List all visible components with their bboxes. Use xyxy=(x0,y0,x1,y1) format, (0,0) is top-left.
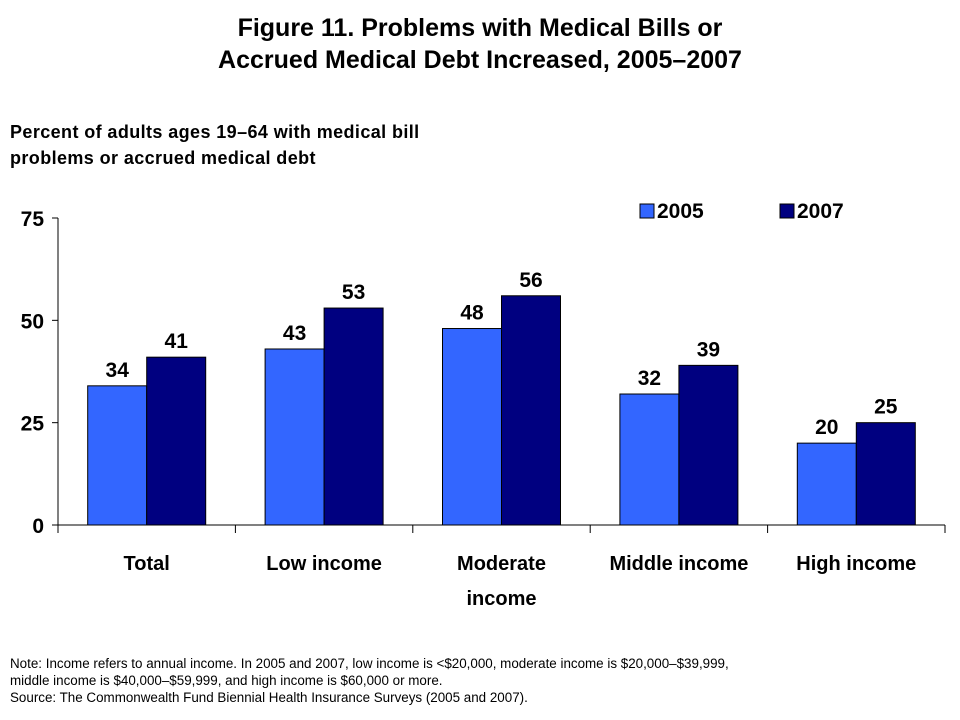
chart-note: Note: Income refers to annual income. In… xyxy=(10,655,950,706)
data-label-2005-0: 34 xyxy=(106,359,130,382)
legend-swatch-2005 xyxy=(639,203,655,219)
chart-title-line-1: Figure 11. Problems with Medical Bills o… xyxy=(237,14,723,42)
data-label-2007-4: 25 xyxy=(874,396,898,419)
data-label-2005-3: 32 xyxy=(638,367,661,390)
bar-2005-0 xyxy=(87,385,148,526)
data-label-2005-1: 43 xyxy=(283,322,306,345)
note-line-3: Source: The Commonwealth Fund Biennial H… xyxy=(10,690,528,705)
data-label-2007-1: 53 xyxy=(342,281,365,304)
note-line-2: middle income is $40,000–$59,999, and hi… xyxy=(10,673,443,688)
legend-label-2007: 2007 xyxy=(797,200,844,223)
x-tick-label-2-0: Moderate xyxy=(457,553,546,575)
chart-subtitle-line-2: problems or accrued medical debt xyxy=(10,148,316,168)
y-tick-label-25: 25 xyxy=(21,413,45,436)
bar-2007-1 xyxy=(323,307,384,526)
data-label-2007-2: 56 xyxy=(519,269,542,292)
x-tick-label-1-0: Low income xyxy=(266,553,382,575)
bar-2005-4 xyxy=(796,442,857,526)
bar-2007-2 xyxy=(501,295,561,526)
y-tick-label-75: 75 xyxy=(21,208,45,231)
x-tick-label-2-1: income xyxy=(466,588,536,610)
legend-label-2005: 2005 xyxy=(657,200,704,223)
y-tick-label-50: 50 xyxy=(21,310,44,333)
chart-title-line-2: Accrued Medical Debt Increased, 2005–200… xyxy=(218,46,742,74)
legend-swatch-2007 xyxy=(779,203,795,219)
x-tick-label-3-0: Middle income xyxy=(609,553,748,575)
y-tick-label-0: 0 xyxy=(32,515,44,538)
bar-2007-4 xyxy=(855,422,916,526)
data-label-2007-0: 41 xyxy=(165,330,189,353)
chart-subtitle-line-1: Percent of adults ages 19–64 with medica… xyxy=(10,122,420,142)
bar-2007-0 xyxy=(146,356,207,526)
x-tick-label-0-0: Total xyxy=(124,553,170,575)
bar-chart: 0 25 50 75 34 41 Total 43 53 Low income 48 56 Modera… xyxy=(21,200,946,610)
bar-2007-3 xyxy=(678,364,739,526)
chart-title: Figure 11. Problems with Medical Bills o… xyxy=(0,12,960,76)
bar-2005-3 xyxy=(619,393,680,526)
x-tick-label-4-0: High income xyxy=(796,553,916,575)
data-label-2007-3: 39 xyxy=(697,338,720,361)
bar-2005-1 xyxy=(264,348,325,526)
data-label-2005-4: 20 xyxy=(815,416,838,439)
data-label-2005-2: 48 xyxy=(460,302,484,325)
bar-2005-2 xyxy=(442,328,502,526)
chart-subtitle: Percent of adults ages 19–64 with medica… xyxy=(10,119,570,171)
note-line-1: Note: Income refers to annual income. In… xyxy=(10,656,729,671)
